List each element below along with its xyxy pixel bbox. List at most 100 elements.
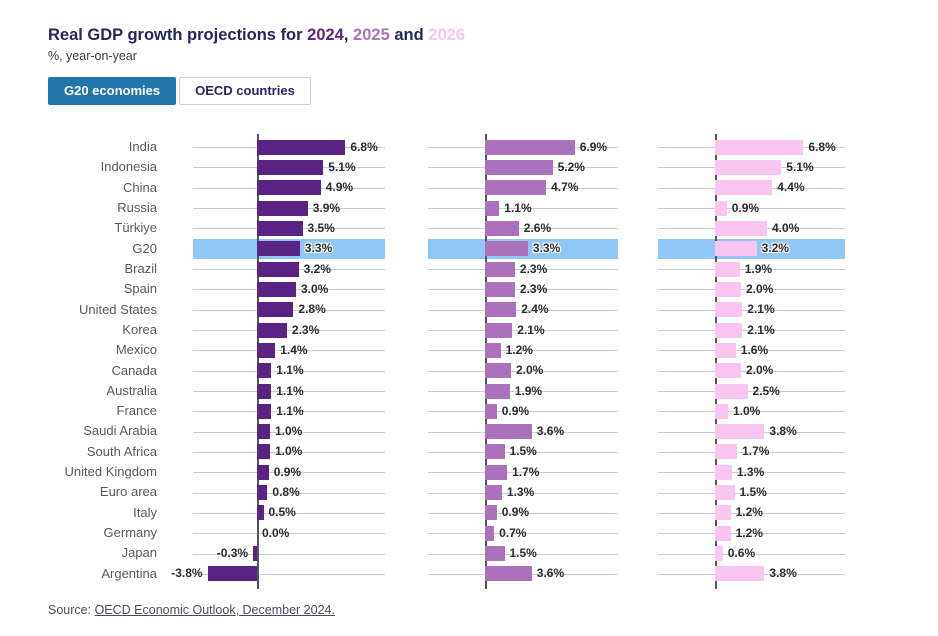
title-separator: and — [389, 26, 429, 44]
bar-2025 — [485, 525, 495, 541]
value-label: 1.4% — [280, 342, 308, 357]
value-label: 1.5% — [509, 546, 537, 561]
bar-2024 — [257, 485, 268, 501]
gridline — [428, 411, 618, 413]
bar-2024 — [257, 444, 270, 460]
gridline — [428, 228, 618, 230]
category-label: Argentina — [101, 565, 157, 581]
value-label: 0.9% — [501, 403, 530, 418]
value-label: 3.8% — [769, 566, 797, 581]
category-label: South Africa — [86, 443, 157, 459]
bar-2026 — [715, 505, 731, 521]
bar-2025 — [485, 342, 501, 358]
bar-2024 — [257, 322, 287, 338]
title-year-2026: 2026 — [428, 26, 465, 44]
gridline — [658, 533, 845, 535]
bar-2026 — [715, 342, 736, 358]
chart-subtitle: %, year-on-year — [48, 49, 137, 63]
value-label: 1.0% — [275, 444, 303, 459]
bar-2024 — [253, 546, 257, 562]
gridline — [193, 370, 385, 372]
value-label: 3.3% — [532, 241, 561, 256]
gridline — [193, 350, 385, 352]
toggle-g20-economies[interactable]: G20 economies — [48, 77, 177, 105]
category-label: France — [116, 403, 157, 419]
gridline — [193, 451, 385, 453]
bar-2025 — [485, 261, 515, 277]
axis-line — [485, 134, 487, 589]
bar-2026 — [715, 241, 757, 257]
gridline — [658, 208, 845, 210]
bar-2024 — [257, 505, 264, 521]
value-label: 2.4% — [521, 302, 549, 317]
value-label: 2.0% — [746, 281, 774, 296]
gridline — [428, 269, 618, 271]
bar-2026 — [715, 566, 765, 582]
toggle-oecd-countries[interactable]: OECD countries — [179, 77, 311, 105]
category-label: Japan — [121, 545, 157, 561]
category-label: Spain — [123, 281, 157, 297]
category-label: Korea — [122, 321, 157, 337]
value-label: 6.8% — [350, 139, 378, 154]
bar-2024 — [257, 139, 346, 155]
bar-2024 — [257, 180, 321, 196]
gridline — [428, 492, 618, 494]
gridline — [428, 533, 618, 535]
bar-2025 — [485, 281, 515, 297]
value-label: 1.1% — [276, 363, 304, 378]
value-label: 3.6% — [536, 424, 565, 439]
category-label: Brazil — [124, 260, 157, 276]
category-label: Italy — [133, 504, 157, 520]
bar-2024 — [257, 403, 272, 419]
bar-2025 — [485, 383, 510, 399]
bar-2025 — [485, 363, 511, 379]
value-label: 0.8% — [272, 485, 300, 500]
title-year-2025: 2025 — [353, 26, 390, 44]
category-label: Euro area — [99, 484, 157, 500]
gridline — [428, 350, 618, 352]
value-label: 2.1% — [517, 322, 545, 337]
chart-panel-2024: 6.8% 5.1% 4.9% 3.9% 3.5% 3.3% 3.2% 3.0% 2.8% 2.3%… — [171, 134, 385, 589]
category-label: China — [123, 179, 157, 195]
gridline — [193, 512, 385, 514]
value-label: 3.9% — [312, 200, 341, 215]
gridline — [193, 431, 385, 433]
gridline — [193, 330, 385, 332]
value-label: 1.3% — [506, 485, 535, 500]
gridline — [193, 492, 385, 494]
source-link[interactable]: OECD Economic Outlook, December 2024. — [94, 603, 335, 617]
bar-2026 — [715, 281, 741, 297]
bar-2026 — [715, 444, 738, 460]
gridline — [193, 472, 385, 474]
gridline — [428, 370, 618, 372]
bar-2025 — [485, 139, 575, 155]
bar-2025 — [485, 322, 513, 338]
gridline — [193, 391, 385, 392]
value-label: 2.3% — [291, 322, 320, 337]
bar-2026 — [715, 322, 743, 338]
value-label: 2.3% — [519, 281, 548, 296]
bar-2024 — [257, 383, 272, 399]
source-prefix: Source: — [48, 603, 95, 617]
value-label: 2.0% — [516, 363, 544, 378]
value-label: 3.0% — [301, 281, 329, 296]
bar-2025 — [485, 302, 517, 318]
value-label: 3.6% — [536, 566, 565, 581]
value-label: 1.1% — [276, 403, 304, 418]
bar-2025 — [485, 424, 532, 440]
bar-2025 — [485, 485, 502, 501]
bar-2026 — [715, 302, 743, 318]
value-label: 1.9% — [514, 383, 543, 398]
value-label: 0.9% — [273, 464, 302, 479]
gridline — [428, 512, 618, 514]
value-label: 1.7% — [742, 444, 770, 459]
value-label: 4.7% — [551, 180, 579, 195]
bar-2026 — [715, 200, 727, 216]
value-label: 1.2% — [735, 505, 763, 520]
gridline — [428, 309, 618, 311]
bar-2024 — [257, 159, 324, 175]
bar-2024 — [257, 261, 299, 277]
gridline — [658, 492, 845, 494]
category-label: India — [128, 139, 157, 154]
value-label: 1.1% — [276, 383, 304, 398]
